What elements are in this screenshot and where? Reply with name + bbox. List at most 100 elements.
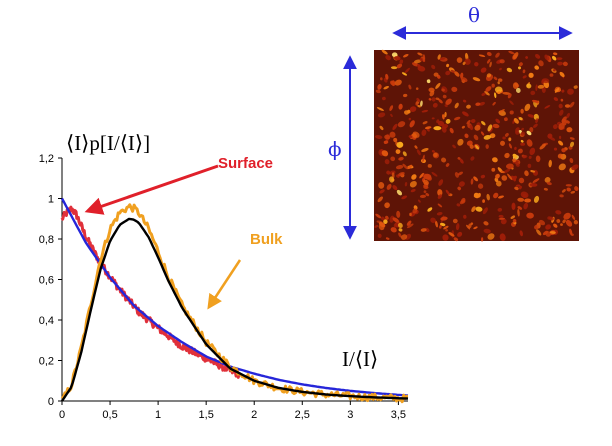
speckle-spot xyxy=(421,129,427,136)
speckle-spot xyxy=(566,187,571,192)
speckle-spot xyxy=(553,147,558,151)
speckle-spot xyxy=(481,121,486,126)
speckle-spot xyxy=(470,118,476,124)
x-tick-label: 3 xyxy=(347,409,353,421)
speckle-spot xyxy=(521,127,525,131)
speckle-spot xyxy=(498,78,503,82)
speckle-spot xyxy=(557,61,563,66)
speckle-spot xyxy=(537,84,545,89)
speckle-spot xyxy=(499,140,506,146)
speckle-spot xyxy=(470,178,474,185)
speckle-spot xyxy=(494,86,503,93)
speckle-spot xyxy=(435,97,440,101)
theta-label: θ xyxy=(468,3,480,27)
speckle-spot xyxy=(535,84,538,91)
speckle-spot xyxy=(408,117,412,121)
speckle-spot xyxy=(454,102,459,109)
speckle-spot xyxy=(416,97,420,103)
speckle-spot xyxy=(435,82,441,89)
speckle-spot xyxy=(538,60,544,67)
speckle-spot xyxy=(485,144,489,150)
speckle-spot xyxy=(515,184,521,187)
speckle-spot xyxy=(491,83,495,88)
speckle-spot xyxy=(522,155,528,159)
speckle-spot xyxy=(515,87,521,93)
speckle-spot xyxy=(571,214,576,221)
speckle-spot xyxy=(455,223,460,231)
speckle-spot xyxy=(530,170,536,173)
speckle-spot xyxy=(396,210,401,218)
speckle-spot xyxy=(518,66,521,70)
speckle-spot xyxy=(428,87,435,93)
speckle-spot xyxy=(480,237,484,242)
speckle-spot xyxy=(495,52,500,58)
speckle-spot xyxy=(421,109,429,113)
speckle-spot xyxy=(379,125,384,131)
speckle-spot xyxy=(499,67,502,71)
speckle-spot xyxy=(428,98,432,101)
speckle-spot xyxy=(394,79,402,86)
speckle-spot xyxy=(458,181,465,187)
speckle-spot xyxy=(418,199,421,203)
speckle-spot xyxy=(412,133,418,139)
speckle-spot xyxy=(431,117,435,120)
speckle-spot xyxy=(453,237,459,242)
speckle-spot xyxy=(423,190,427,194)
speckle-spot xyxy=(518,177,525,184)
speckle-spot xyxy=(524,103,531,112)
speckle-spot xyxy=(473,194,480,198)
speckle-spot xyxy=(457,186,461,191)
speckle-spot xyxy=(508,143,512,149)
speckle-spot xyxy=(404,67,410,74)
speckle-spot xyxy=(385,215,389,220)
speckle-spot xyxy=(483,135,492,140)
speckle-spot xyxy=(444,104,448,108)
speckle-spot xyxy=(391,80,396,87)
speckle-spot xyxy=(377,84,382,90)
speckle-spot xyxy=(411,174,417,180)
series-line xyxy=(61,217,409,402)
speckle-spot xyxy=(438,99,443,104)
speckle-spot xyxy=(509,100,514,105)
speckle-spot xyxy=(527,163,532,168)
speckle-spot xyxy=(385,73,389,80)
speckle-spot xyxy=(513,118,519,124)
speckle-spot xyxy=(395,149,401,155)
speckle-spot xyxy=(555,210,562,215)
annotation-bulk-arrow xyxy=(207,259,242,310)
speckle-spot xyxy=(493,192,499,199)
speckle-spot xyxy=(433,126,442,131)
speckle-spot xyxy=(559,71,565,78)
speckle-spot xyxy=(497,207,503,212)
y-tick-label: 0,4 xyxy=(39,315,54,327)
speckle-spot xyxy=(557,153,564,159)
speckle-spot xyxy=(457,231,463,237)
speckle-spot xyxy=(519,230,523,237)
speckle-spot xyxy=(482,207,488,215)
speckle-spot xyxy=(553,97,559,102)
speckle-spot xyxy=(502,136,506,140)
speckle-spot xyxy=(487,124,493,132)
speckle-spot xyxy=(400,234,408,240)
speckle-spot xyxy=(562,61,568,67)
speckle-spot xyxy=(395,164,404,170)
speckle-spot xyxy=(509,110,514,115)
speckle-spot xyxy=(544,177,551,183)
speckle-spot xyxy=(398,157,404,161)
speckle-spot xyxy=(566,112,570,119)
speckle-spot xyxy=(529,182,538,187)
speckle-spot xyxy=(441,157,447,163)
speckle-spot xyxy=(441,88,445,92)
speckle-spot xyxy=(383,219,388,224)
speckle-spot xyxy=(544,105,551,109)
speckle-spot xyxy=(562,219,566,224)
y-tick-label: 0,6 xyxy=(39,275,54,287)
speckle-spot xyxy=(474,61,479,67)
speckle-spot xyxy=(445,98,452,105)
speckle-spot xyxy=(512,158,517,163)
y-tick-label: 1 xyxy=(48,194,54,206)
speckle-spot xyxy=(454,172,459,178)
speckle-spot xyxy=(384,159,390,165)
speckle-spot xyxy=(560,98,564,102)
speckle-spot xyxy=(379,189,385,194)
